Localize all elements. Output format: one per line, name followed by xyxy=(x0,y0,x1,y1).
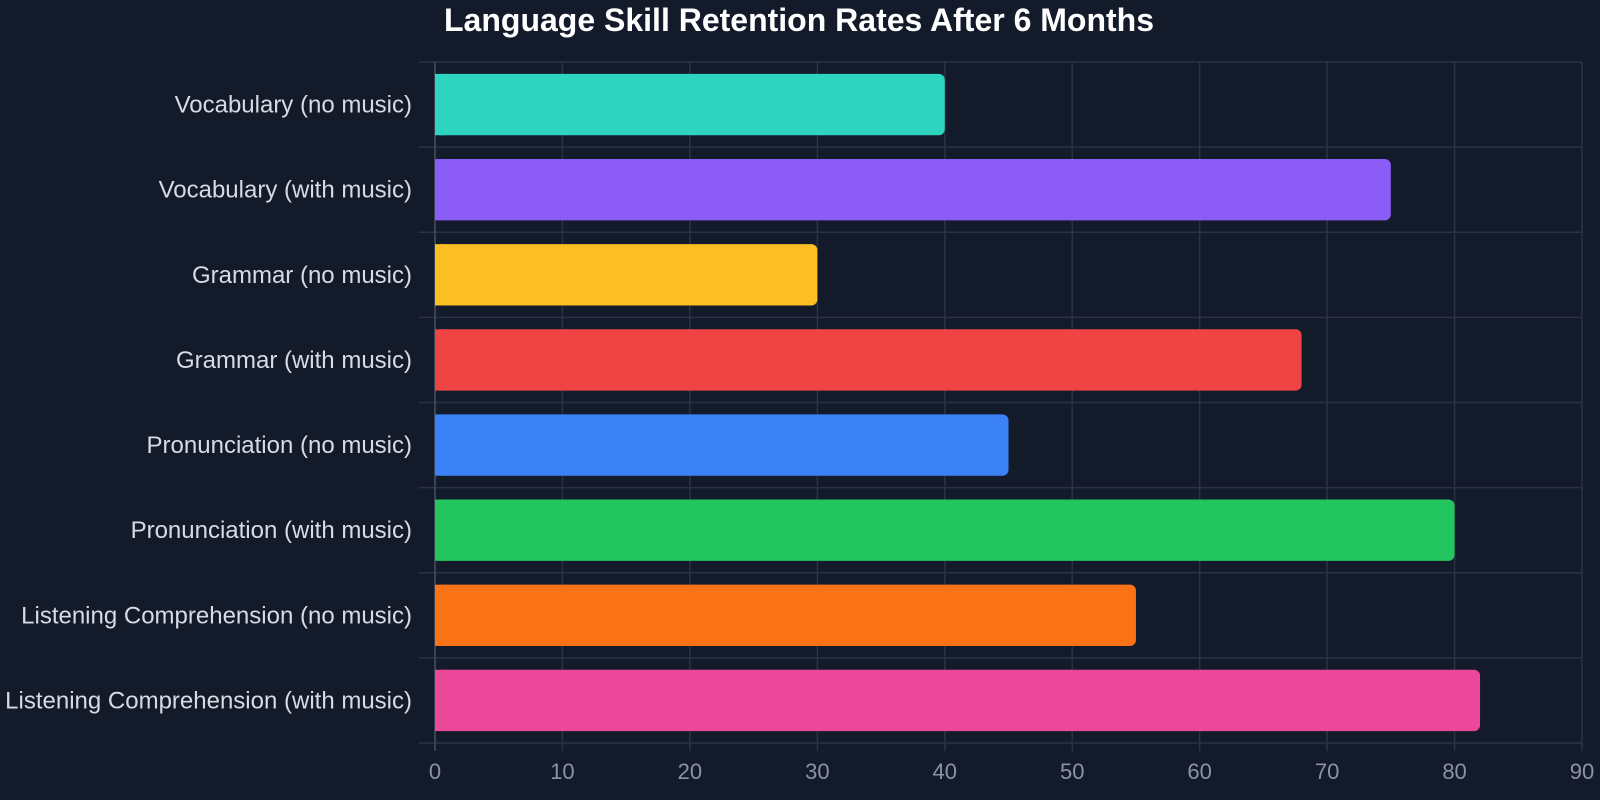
bar-left-edge xyxy=(435,244,445,306)
bar-left-edge xyxy=(435,159,445,221)
category-label: Pronunciation (no music) xyxy=(147,432,412,459)
bar-left-edge xyxy=(435,499,445,561)
x-tick-label: 20 xyxy=(678,759,702,784)
bars xyxy=(435,73,1481,732)
category-label: Listening Comprehension (no music) xyxy=(21,602,412,629)
bar-left-edge xyxy=(435,584,445,646)
bar-left-edge xyxy=(435,669,445,732)
bar xyxy=(435,584,1136,646)
category-label: Grammar (no music) xyxy=(192,262,412,289)
category-label: Vocabulary (no music) xyxy=(175,92,412,119)
bar-left-edge xyxy=(435,73,445,136)
x-tick-label: 30 xyxy=(805,759,829,784)
bar xyxy=(435,414,1009,476)
x-tick-label: 90 xyxy=(1570,759,1594,784)
bar-group xyxy=(435,159,1391,221)
x-tick-label: 10 xyxy=(550,759,574,784)
bar xyxy=(435,159,1391,221)
bar xyxy=(435,329,1302,391)
x-tick-label: 70 xyxy=(1315,759,1339,784)
bar-group xyxy=(435,329,1302,391)
bar xyxy=(435,499,1455,561)
x-tick-label: 40 xyxy=(933,759,957,784)
bar-group xyxy=(435,499,1455,561)
bar-group xyxy=(435,73,945,136)
bar xyxy=(435,73,945,136)
x-tick-label: 50 xyxy=(1060,759,1084,784)
x-tick-label: 0 xyxy=(429,759,441,784)
bar-group xyxy=(435,244,818,306)
category-labels: Vocabulary (no music) Vocabulary (with mu… xyxy=(5,92,412,715)
category-label: Grammar (with music) xyxy=(176,347,412,374)
x-tick-labels: 0 10 20 30 40 50 60 70 80 90 xyxy=(429,759,1594,784)
category-label: Vocabulary (with music) xyxy=(159,177,412,204)
category-label: Pronunciation (with music) xyxy=(131,517,412,544)
category-label: Listening Comprehension (with music) xyxy=(5,687,412,714)
chart-title: Language Skill Retention Rates After 6 M… xyxy=(444,2,1155,38)
bar-left-edge xyxy=(435,414,445,476)
x-tick-label: 60 xyxy=(1187,759,1211,784)
bar-group xyxy=(435,669,1481,732)
x-tick-label: 80 xyxy=(1442,759,1466,784)
bar xyxy=(435,244,818,306)
bar xyxy=(435,669,1481,732)
bar-left-edge xyxy=(435,329,445,391)
bar-group xyxy=(435,584,1136,646)
bar-group xyxy=(435,414,1009,476)
